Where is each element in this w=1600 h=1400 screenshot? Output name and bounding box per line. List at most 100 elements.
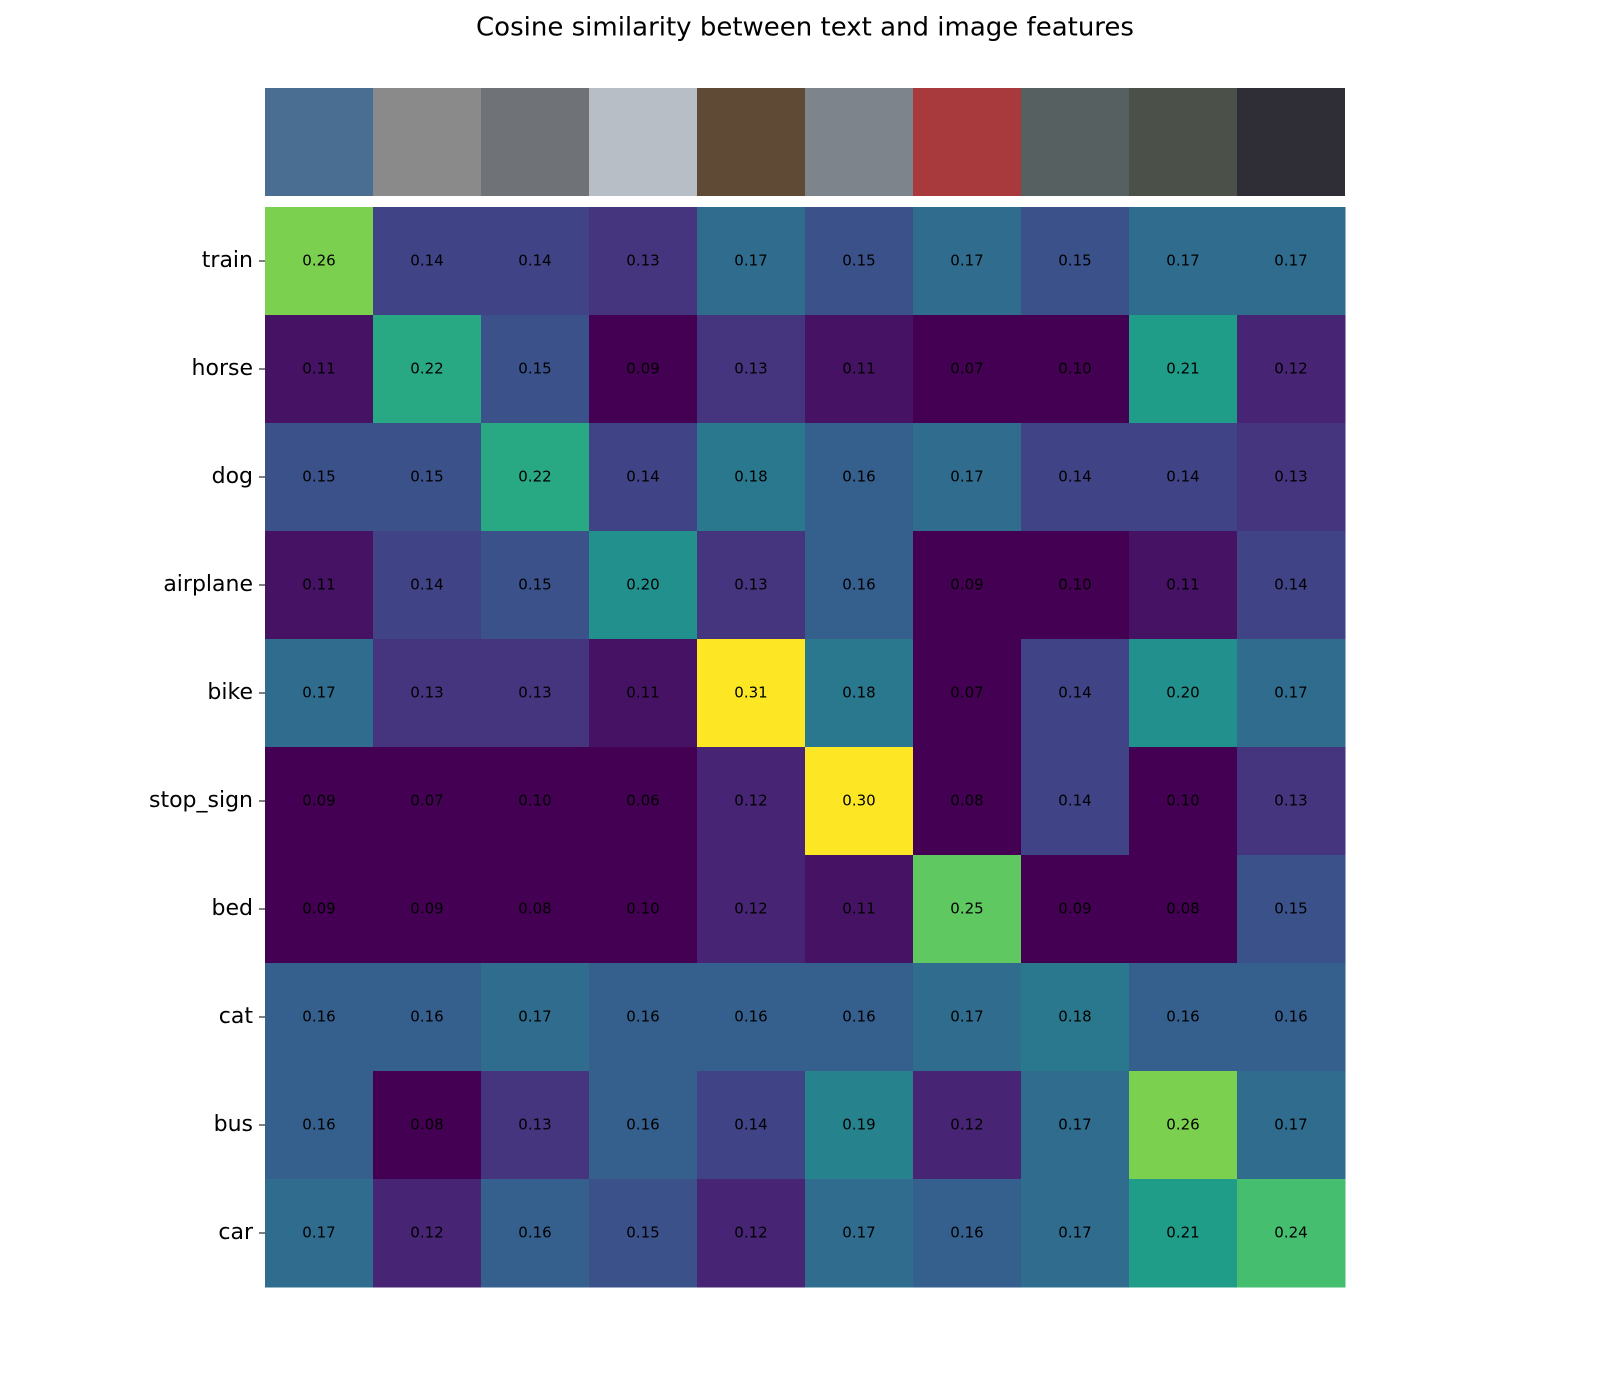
heatmap-cell [1237, 315, 1346, 424]
heatmap-cell [805, 531, 914, 640]
cell-value-label: 0.15 [842, 252, 875, 270]
heatmap-cell [697, 963, 806, 1072]
cell-value-label: 0.17 [734, 252, 767, 270]
cell-value-label: 0.20 [626, 576, 659, 594]
cell-value-label: 0.16 [950, 1224, 983, 1242]
image-thumbnail [805, 88, 913, 196]
cell-value-label: 0.13 [1274, 792, 1307, 810]
heatmap-cell [373, 747, 482, 856]
cell-value-label: 0.14 [1274, 576, 1307, 594]
heatmap-cell [697, 855, 806, 964]
cell-value-label: 0.14 [734, 1116, 767, 1134]
cell-value-label: 0.15 [410, 468, 443, 486]
cell-value-label: 0.09 [1058, 900, 1091, 918]
cell-value-label: 0.14 [626, 468, 659, 486]
heatmap-cell [805, 315, 914, 424]
y-tick-label: dog [212, 464, 253, 489]
cell-value-label: 0.18 [1058, 1008, 1091, 1026]
heatmap-cell [1021, 963, 1130, 1072]
heatmap-cell [589, 423, 698, 532]
cell-value-label: 0.10 [626, 900, 659, 918]
cell-value-label: 0.26 [302, 252, 335, 270]
heatmap-cell [373, 1071, 482, 1180]
heatmap-cell [1237, 639, 1346, 748]
cell-value-label: 0.17 [950, 1008, 983, 1026]
heatmap-cell [265, 531, 374, 640]
y-tick-label: train [202, 248, 253, 273]
cell-value-label: 0.17 [1058, 1224, 1091, 1242]
heatmap-cell [1129, 207, 1238, 316]
y-tick-label: bike [207, 680, 253, 705]
cell-value-label: 0.16 [842, 1008, 875, 1026]
heatmap-cell [589, 315, 698, 424]
heatmap-cell [697, 207, 806, 316]
cell-value-label: 0.09 [302, 792, 335, 810]
cell-value-label: 0.10 [518, 792, 551, 810]
heatmap-cell [481, 1179, 590, 1288]
heatmap-cell [697, 423, 806, 532]
cell-value-label: 0.20 [1166, 684, 1199, 702]
cell-value-label: 0.16 [518, 1224, 551, 1242]
heatmap-cell [913, 423, 1022, 532]
heatmap-cell [697, 747, 806, 856]
heatmap-cell [805, 207, 914, 316]
heatmap-cell [1129, 315, 1238, 424]
cell-value-label: 0.09 [950, 576, 983, 594]
cell-value-label: 0.17 [1274, 1116, 1307, 1134]
cell-value-label: 0.16 [734, 1008, 767, 1026]
cell-value-label: 0.13 [518, 684, 551, 702]
cell-value-label: 0.12 [734, 900, 767, 918]
cell-value-label: 0.19 [842, 1116, 875, 1134]
cell-value-label: 0.15 [518, 576, 551, 594]
heatmap-cell [1021, 315, 1130, 424]
cell-value-label: 0.16 [1166, 1008, 1199, 1026]
heatmap-cell [481, 855, 590, 964]
heatmap-cell [265, 639, 374, 748]
heatmap-cell [373, 315, 482, 424]
cell-value-label: 0.12 [410, 1224, 443, 1242]
cell-value-label: 0.07 [410, 792, 443, 810]
cell-value-label: 0.15 [1274, 900, 1307, 918]
image-thumbnail [1129, 88, 1237, 196]
heatmap-cell [697, 639, 806, 748]
heatmap-cell [1237, 963, 1346, 1072]
cell-value-label: 0.13 [1274, 468, 1307, 486]
heatmap-cell [589, 639, 698, 748]
heatmap-cell [589, 855, 698, 964]
heatmap-cell [1129, 1071, 1238, 1180]
cell-value-label: 0.17 [1058, 1116, 1091, 1134]
cell-value-label: 0.17 [950, 252, 983, 270]
heatmap-cell [805, 963, 914, 1072]
cell-value-label: 0.14 [410, 252, 443, 270]
heatmap-cell [1237, 855, 1346, 964]
cell-value-label: 0.22 [410, 360, 443, 378]
cell-value-label: 0.13 [410, 684, 443, 702]
image-thumbnail [481, 88, 589, 196]
cell-value-label: 0.09 [410, 900, 443, 918]
cell-value-label: 0.17 [950, 468, 983, 486]
cell-value-label: 0.11 [302, 576, 335, 594]
cell-value-label: 0.11 [842, 900, 875, 918]
heatmap-cell [481, 747, 590, 856]
y-tick-label: stop_sign [149, 788, 253, 813]
cell-value-label: 0.10 [1058, 576, 1091, 594]
heatmap-cell [481, 1071, 590, 1180]
heatmap-cell [265, 1179, 374, 1288]
cell-value-label: 0.16 [302, 1116, 335, 1134]
heatmap-cell [589, 963, 698, 1072]
cell-value-label: 0.16 [842, 576, 875, 594]
cell-value-label: 0.14 [518, 252, 551, 270]
cell-value-label: 0.10 [1058, 360, 1091, 378]
cell-value-label: 0.17 [1274, 684, 1307, 702]
cell-value-label: 0.30 [842, 792, 875, 810]
heatmap-cell [913, 1179, 1022, 1288]
cell-value-label: 0.09 [302, 900, 335, 918]
cell-value-label: 0.07 [950, 360, 983, 378]
chart-title: Cosine similarity between text and image… [476, 13, 1134, 43]
cell-value-label: 0.16 [410, 1008, 443, 1026]
cell-value-label: 0.11 [1166, 576, 1199, 594]
cell-value-label: 0.11 [302, 360, 335, 378]
cell-value-label: 0.14 [410, 576, 443, 594]
heatmap-cell [805, 1071, 914, 1180]
